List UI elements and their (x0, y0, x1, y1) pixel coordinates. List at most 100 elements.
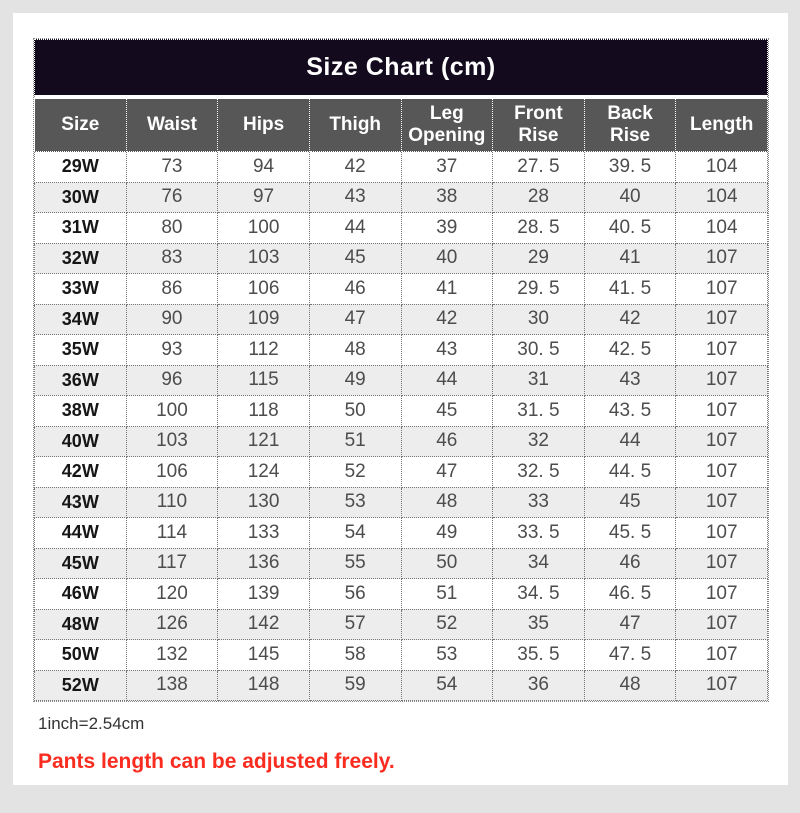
thigh-cell: 59 (308, 669, 402, 701)
hips-cell: 145 (217, 639, 310, 671)
length-cell: 107 (675, 395, 768, 427)
back-rise-cell: 40 (583, 181, 677, 213)
column-header-leg-opening: Leg Opening (400, 98, 494, 152)
size-cell: 52W (34, 669, 127, 701)
front-rise-cell: 33 (492, 486, 585, 518)
column-header-length: Length (675, 98, 768, 152)
thigh-cell: 56 (308, 578, 402, 610)
waist-cell: 76 (125, 181, 219, 213)
front-rise-cell: 31. 5 (492, 395, 585, 427)
waist-cell: 80 (125, 212, 219, 244)
leg-opening-cell: 48 (400, 486, 494, 518)
hips-cell: 97 (217, 181, 310, 213)
length-cell: 107 (675, 364, 768, 396)
length-cell: 107 (675, 547, 768, 579)
thigh-cell: 54 (308, 517, 402, 549)
table-row: 45W 117 136 55 50 34 46 107 (34, 547, 768, 579)
leg-opening-cell: 45 (400, 395, 494, 427)
table-row: 30W 76 97 43 38 28 40 104 (34, 181, 768, 213)
length-cell: 107 (675, 578, 768, 610)
waist-cell: 132 (125, 639, 219, 671)
waist-cell: 93 (125, 334, 219, 366)
thigh-cell: 51 (308, 425, 402, 457)
hips-cell: 106 (217, 273, 310, 305)
table-row: 35W 93 112 48 43 30. 5 42. 5 107 (34, 334, 768, 366)
back-rise-cell: 43 (583, 364, 677, 396)
length-cell: 107 (675, 639, 768, 671)
header-row: Size Waist Hips Thigh Leg Opening Front … (34, 98, 768, 152)
adjustable-length-note: Pants length can be adjusted freely. (38, 750, 395, 773)
table-row: 40W 103 121 51 46 32 44 107 (34, 425, 768, 457)
hips-cell: 124 (217, 456, 310, 488)
back-rise-cell: 45 (583, 486, 677, 518)
thigh-cell: 53 (308, 486, 402, 518)
column-header-front-rise: Front Rise (492, 98, 585, 152)
waist-cell: 96 (125, 364, 219, 396)
length-cell: 107 (675, 425, 768, 457)
column-header-size: Size (34, 98, 127, 152)
thigh-cell: 49 (308, 364, 402, 396)
hips-cell: 148 (217, 669, 310, 701)
size-cell: 30W (34, 181, 127, 213)
back-rise-cell: 43. 5 (583, 395, 677, 427)
back-rise-cell: 41. 5 (583, 273, 677, 305)
back-rise-cell: 46. 5 (583, 578, 677, 610)
back-rise-cell: 44 (583, 425, 677, 457)
table-row: 29W 73 94 42 37 27. 5 39. 5 104 (34, 151, 768, 183)
leg-opening-cell: 42 (400, 303, 494, 335)
thigh-cell: 46 (308, 273, 402, 305)
length-cell: 104 (675, 151, 768, 183)
size-cell: 44W (34, 517, 127, 549)
thigh-cell: 48 (308, 334, 402, 366)
thigh-cell: 44 (308, 212, 402, 244)
back-rise-cell: 42. 5 (583, 334, 677, 366)
hips-cell: 142 (217, 608, 310, 640)
content-card: Size Chart (cm) Size Waist Hips Thigh Le… (13, 13, 788, 785)
size-table-body: 29W 73 94 42 37 27. 5 39. 5 104 30W 76 9… (34, 151, 768, 701)
thigh-cell: 50 (308, 395, 402, 427)
table-row: 50W 132 145 58 53 35. 5 47. 5 107 (34, 639, 768, 671)
length-cell: 104 (675, 181, 768, 213)
size-chart-header: Size Waist Hips Thigh Leg Opening Front … (34, 98, 768, 152)
length-cell: 107 (675, 303, 768, 335)
back-rise-cell: 48 (583, 669, 677, 701)
waist-cell: 114 (125, 517, 219, 549)
size-cell: 42W (34, 456, 127, 488)
thigh-cell: 55 (308, 547, 402, 579)
back-rise-cell: 40. 5 (583, 212, 677, 244)
leg-opening-cell: 38 (400, 181, 494, 213)
column-header-waist: Waist (125, 98, 219, 152)
leg-opening-cell: 37 (400, 151, 494, 183)
length-cell: 107 (675, 334, 768, 366)
hips-cell: 109 (217, 303, 310, 335)
waist-cell: 117 (125, 547, 219, 579)
size-cell: 40W (34, 425, 127, 457)
size-chart: Size Chart (cm) Size Waist Hips Thigh Le… (33, 38, 769, 702)
back-rise-cell: 41 (583, 242, 677, 274)
length-cell: 107 (675, 517, 768, 549)
unit-conversion-note: 1inch=2.54cm (38, 714, 145, 733)
table-row: 43W 110 130 53 48 33 45 107 (34, 486, 768, 518)
front-rise-cell: 34 (492, 547, 585, 579)
front-rise-cell: 35. 5 (492, 639, 585, 671)
length-cell: 107 (675, 669, 768, 701)
waist-cell: 138 (125, 669, 219, 701)
waist-cell: 103 (125, 425, 219, 457)
size-cell: 35W (34, 334, 127, 366)
front-rise-cell: 32 (492, 425, 585, 457)
front-rise-cell: 31 (492, 364, 585, 396)
leg-opening-cell: 44 (400, 364, 494, 396)
leg-opening-cell: 47 (400, 456, 494, 488)
front-rise-cell: 30 (492, 303, 585, 335)
hips-cell: 130 (217, 486, 310, 518)
length-cell: 104 (675, 212, 768, 244)
size-cell: 50W (34, 639, 127, 671)
waist-cell: 110 (125, 486, 219, 518)
hips-cell: 103 (217, 242, 310, 274)
thigh-cell: 57 (308, 608, 402, 640)
waist-cell: 83 (125, 242, 219, 274)
front-rise-cell: 28. 5 (492, 212, 585, 244)
back-rise-cell: 45. 5 (583, 517, 677, 549)
table-row: 32W 83 103 45 40 29 41 107 (34, 242, 768, 274)
waist-cell: 120 (125, 578, 219, 610)
